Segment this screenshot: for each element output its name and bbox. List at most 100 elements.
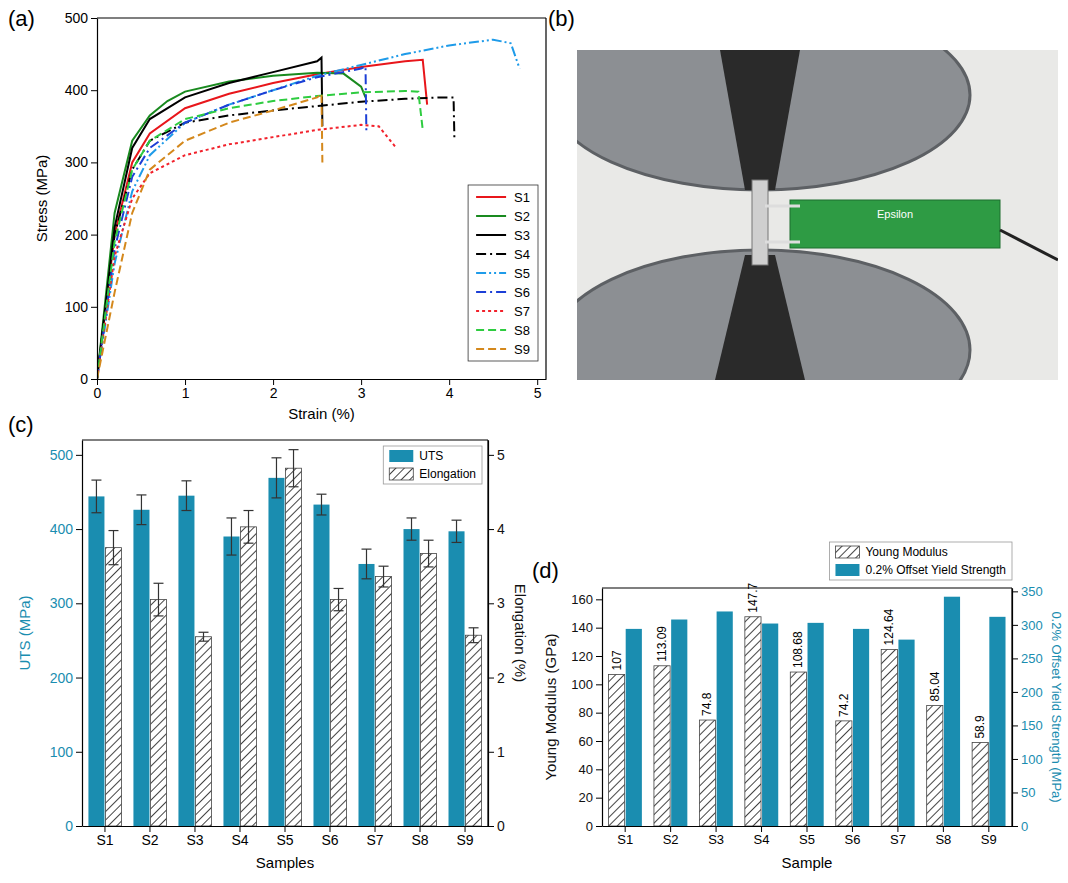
bar	[608, 674, 624, 826]
bar	[699, 720, 715, 826]
bar	[404, 529, 420, 826]
tick: 100	[50, 744, 82, 760]
data-label: 147.7	[746, 582, 760, 612]
tick-label: 5	[534, 385, 542, 401]
bar	[178, 496, 194, 826]
tick: S9	[456, 826, 473, 848]
tick-mark	[596, 798, 602, 799]
tick-label: 1	[497, 744, 505, 760]
tick: 80	[579, 705, 602, 720]
tick-label: S5	[799, 832, 815, 847]
legend-label: S7	[514, 304, 530, 319]
photo-text: Epsilon	[877, 208, 913, 220]
bar	[133, 510, 149, 826]
tick-mark	[91, 379, 97, 380]
data-line	[97, 91, 423, 379]
error-stem	[276, 458, 277, 498]
bar	[466, 635, 482, 826]
tick-label: 3	[358, 385, 366, 401]
frame-right	[1011, 588, 1012, 826]
legend-box	[383, 446, 482, 484]
tick-mark	[1012, 658, 1018, 659]
extensometer-arm	[765, 205, 800, 208]
tick-label: 0	[586, 819, 593, 834]
error-bar	[226, 518, 236, 555]
error-cap	[407, 517, 417, 518]
bar	[836, 721, 852, 826]
axis: 0100200300400500	[50, 441, 83, 834]
legend-label: S6	[514, 285, 530, 300]
tick: 0	[80, 371, 97, 387]
error-stem	[231, 518, 232, 555]
lower-jaw	[715, 255, 805, 380]
bar	[898, 640, 914, 826]
bar	[745, 617, 761, 826]
error-cap	[136, 524, 146, 525]
plot-area	[88, 450, 481, 826]
axis: 020406080100120140160	[571, 589, 602, 834]
tick-label: 5	[497, 447, 505, 463]
legend-swatch	[389, 468, 413, 480]
tick-mark	[1012, 625, 1018, 626]
tick-label: S1	[96, 832, 113, 848]
frame-right	[487, 440, 488, 826]
legend-swatch	[835, 546, 859, 558]
tick-mark	[988, 826, 989, 832]
tick: S7	[890, 826, 906, 847]
error-bar	[181, 481, 191, 511]
axis-line	[97, 19, 98, 380]
tick: 200	[50, 670, 82, 686]
error-cap	[379, 586, 389, 587]
tick: S2	[663, 826, 679, 847]
tick: 300	[1012, 618, 1043, 633]
tick-label: 3	[497, 595, 505, 611]
tick-mark	[76, 603, 82, 604]
tick-label: 250	[1021, 651, 1043, 666]
tick-mark	[1012, 725, 1018, 726]
tick: 500	[65, 10, 97, 26]
tick-label: 300	[50, 595, 74, 611]
tick: 100	[571, 677, 602, 692]
error-stem	[293, 450, 294, 487]
tick-label: S8	[935, 832, 951, 847]
error-bar	[108, 531, 118, 565]
tick: S8	[411, 826, 428, 848]
legend-item: S1	[476, 190, 530, 205]
error-cap	[289, 486, 299, 487]
bar	[358, 564, 374, 826]
axis: 0100200300400500	[65, 10, 98, 387]
bar	[241, 527, 257, 826]
tick-label: 140	[571, 620, 593, 635]
tick-label: 2	[497, 670, 505, 686]
tick: 1	[488, 744, 505, 760]
y-axis-title: Young Modulus (GPa)	[542, 633, 559, 780]
error-cap	[424, 540, 434, 541]
error-cap	[452, 520, 462, 521]
tick: 200	[65, 227, 97, 243]
error-cap	[91, 479, 101, 480]
tick: S3	[708, 826, 724, 847]
error-cap	[198, 632, 208, 633]
tick-label: 100	[65, 299, 89, 315]
tick-label: 300	[65, 154, 89, 170]
error-bar	[424, 540, 434, 567]
legend-label: S3	[514, 228, 530, 243]
tick: 60	[579, 734, 602, 749]
error-cap	[271, 497, 281, 498]
error-stem	[158, 583, 159, 616]
axis-line	[98, 379, 547, 380]
tick: S4	[754, 826, 770, 847]
bar	[626, 629, 642, 826]
error-stem	[366, 549, 367, 579]
axis-line	[602, 589, 603, 827]
bar	[927, 706, 943, 826]
data-label: 74.8	[700, 692, 714, 716]
data-line	[97, 60, 427, 379]
tick: 300	[50, 595, 82, 611]
tick: S8	[935, 826, 951, 847]
tick: 100	[1012, 752, 1043, 767]
tick: 5	[534, 379, 542, 401]
axis: 012345	[488, 441, 505, 834]
bar	[286, 468, 302, 826]
bar	[762, 624, 778, 826]
